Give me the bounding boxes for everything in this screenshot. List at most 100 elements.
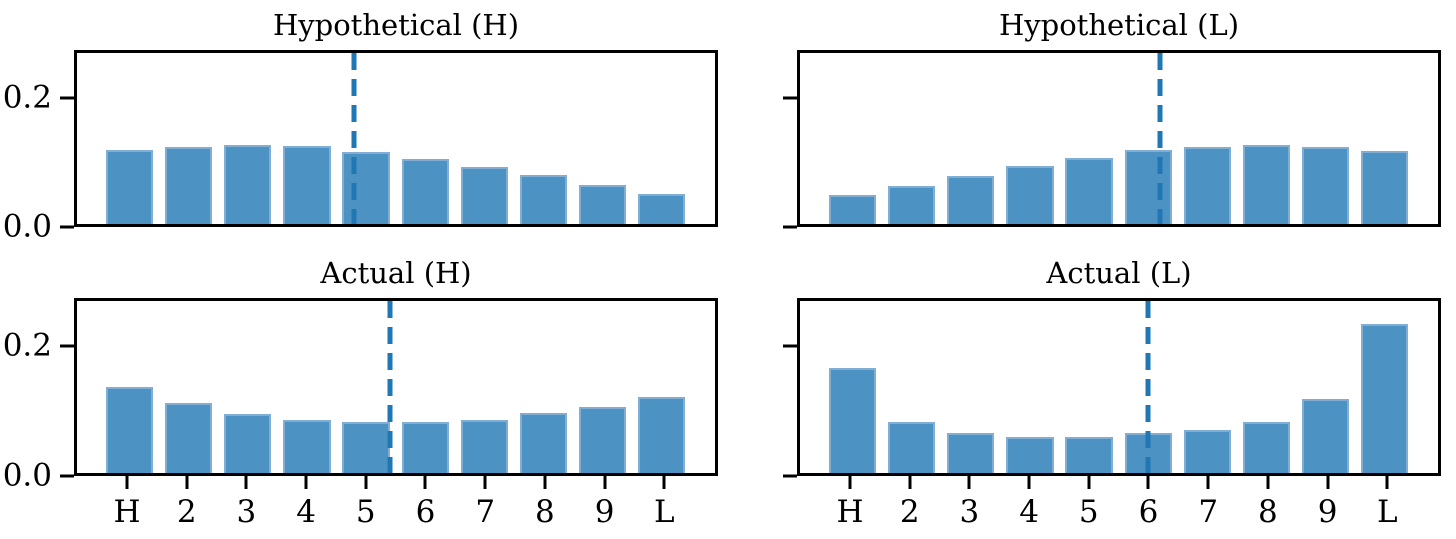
x-tick-label-8: 8: [1258, 494, 1278, 530]
x-tick-8: [543, 476, 547, 489]
plot-area: [74, 50, 718, 227]
bar-7: [460, 166, 509, 224]
bar-4: [283, 419, 331, 473]
bar-L: [638, 194, 686, 224]
bar-L: [1361, 151, 1409, 224]
y-tick-0.0: [783, 225, 797, 229]
x-tick-label-8: 8: [535, 494, 555, 530]
y-tick-label-0.2: 0.2: [2, 79, 52, 116]
x-tick-7: [1206, 476, 1210, 489]
mean-dashed-line: [1145, 301, 1151, 473]
mean-dashed-line: [351, 53, 357, 224]
x-tick-H: [848, 476, 852, 489]
bar-2: [164, 402, 213, 473]
x-tick-6: [1146, 476, 1150, 489]
bar-6: [401, 422, 449, 473]
bar-4: [1006, 166, 1054, 224]
plot-area: [797, 298, 1441, 476]
plot-area: [797, 50, 1441, 227]
bar-L: [638, 396, 686, 473]
x-tick-4: [304, 476, 308, 489]
bar-3: [947, 432, 995, 473]
bar-9: [578, 406, 627, 473]
x-tick-6: [423, 476, 427, 489]
chart-title: Actual (L): [1046, 256, 1192, 290]
chart-title: Hypothetical (L): [998, 8, 1240, 42]
bar-H: [828, 367, 877, 473]
x-tick-label-5: 5: [355, 494, 376, 530]
chart-title: Actual (H): [320, 256, 472, 290]
mean-dashed-line: [387, 301, 393, 473]
bar-4: [283, 146, 331, 224]
x-tick-label-5: 5: [1078, 494, 1099, 530]
bar-3: [224, 145, 272, 224]
x-tick-label-6: 6: [1138, 494, 1159, 530]
bar-2: [887, 186, 936, 224]
bar-3: [224, 414, 272, 473]
x-tick-label-L: L: [1376, 494, 1398, 530]
bar-7: [460, 420, 509, 473]
x-tick-label-4: 4: [1019, 494, 1039, 530]
x-tick-L: [1385, 476, 1389, 489]
bar-9: [578, 184, 627, 224]
panel-hypothetical-h: Hypothetical (H) 0.0 0.2: [3, 8, 718, 242]
x-tick-2: [185, 476, 189, 489]
y-tick-label-0.2: 0.2: [2, 327, 52, 364]
y-tick-0.0: [60, 474, 74, 478]
x-tick-label-9: 9: [1317, 494, 1338, 530]
bar-5: [1065, 437, 1113, 473]
plot-area: [74, 298, 718, 476]
y-tick-label-0.0: 0.0: [2, 208, 52, 245]
bar-H: [828, 195, 877, 224]
x-tick-9: [603, 476, 607, 489]
mean-dashed-line: [1157, 53, 1163, 224]
x-tick-3: [244, 476, 248, 489]
bar-9: [1301, 399, 1350, 473]
y-tick-0.2: [783, 344, 797, 348]
x-tick-5: [1087, 476, 1091, 489]
x-tick-3: [967, 476, 971, 489]
y-tick-0.2: [60, 344, 74, 348]
x-tick-label-2: 2: [176, 494, 197, 530]
x-tick-8: [1266, 476, 1270, 489]
x-tick-label-7: 7: [475, 494, 496, 530]
y-tick-0.0: [60, 225, 74, 229]
x-tick-label-H: H: [113, 494, 141, 530]
bar-3: [947, 176, 995, 224]
x-tick-5: [364, 476, 368, 489]
y-tick-label-0.0: 0.0: [2, 457, 52, 494]
x-tick-label-9: 9: [594, 494, 615, 530]
x-tick-2: [908, 476, 912, 489]
bar-H: [105, 387, 154, 473]
x-tick-label-4: 4: [296, 494, 316, 530]
panel-actual-h: Actual (H) 0.0 0.2 H 2 3 4 5 6 7 8 9 L: [3, 256, 718, 530]
x-tick-label-6: 6: [415, 494, 436, 530]
x-tick-label-L: L: [653, 494, 675, 530]
bar-5: [1065, 157, 1113, 224]
bar-5: [342, 421, 390, 473]
x-tick-7: [483, 476, 487, 489]
bar-2: [164, 146, 213, 224]
bar-6: [1124, 150, 1172, 224]
bar-8: [1242, 421, 1291, 473]
bar-6: [401, 158, 449, 224]
bar-H: [105, 150, 154, 224]
bar-7: [1183, 429, 1232, 473]
panel-hypothetical-l: Hypothetical (L): [783, 8, 1441, 229]
x-tick-4: [1027, 476, 1031, 489]
x-tick-label-H: H: [836, 494, 864, 530]
bar-9: [1301, 146, 1350, 224]
x-tick-label-3: 3: [236, 494, 257, 530]
x-tick-L: [662, 476, 666, 489]
bar-8: [519, 413, 568, 473]
bar-8: [519, 175, 568, 224]
bar-7: [1183, 146, 1232, 224]
x-tick-9: [1326, 476, 1330, 489]
bar-8: [1242, 144, 1291, 224]
bar-5: [342, 151, 390, 224]
x-tick-label-2: 2: [899, 494, 920, 530]
y-tick-0.2: [60, 96, 74, 100]
bar-4: [1006, 436, 1054, 473]
